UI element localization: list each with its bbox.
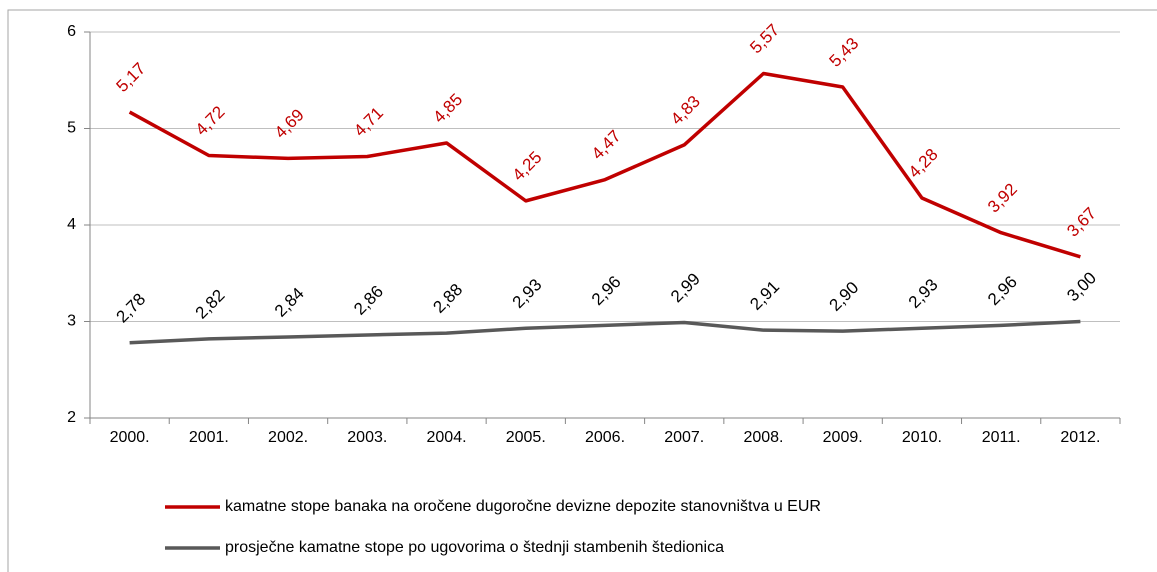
y-tick-label: 3 <box>67 313 76 330</box>
data-label: 4,83 <box>667 92 704 129</box>
x-tick-label: 2006. <box>585 429 625 446</box>
data-label: 2,84 <box>271 284 308 321</box>
x-tick-label: 2003. <box>347 429 387 446</box>
x-tick-label: 2007. <box>664 429 704 446</box>
data-label: 2,90 <box>826 278 863 315</box>
x-tick-label: 2002. <box>268 429 308 446</box>
data-label: 5,57 <box>746 20 783 57</box>
data-label: 2,91 <box>746 277 783 314</box>
legend-label: kamatne stope banaka na oročene dugoročn… <box>225 498 821 515</box>
data-label: 4,47 <box>588 127 625 164</box>
data-label: 3,92 <box>984 180 1021 217</box>
legend-label: prosječne kamatne stope po ugovorima o š… <box>225 539 724 556</box>
y-tick-label: 6 <box>67 23 76 40</box>
data-label: 2,88 <box>429 280 466 317</box>
data-label: 3,00 <box>1063 268 1100 305</box>
data-label: 4,71 <box>350 103 387 140</box>
data-label: 5,43 <box>826 34 863 71</box>
x-tick-label: 2004. <box>427 429 467 446</box>
data-label: 2,86 <box>350 282 387 319</box>
y-tick-label: 4 <box>67 216 76 233</box>
x-tick-label: 2005. <box>506 429 546 446</box>
data-label: 5,17 <box>112 59 149 96</box>
data-label: 2,82 <box>192 286 229 323</box>
frame <box>7 9 1157 572</box>
data-label: 2,78 <box>112 290 149 327</box>
data-label: 4,85 <box>429 90 466 127</box>
x-tick-label: 2008. <box>743 429 783 446</box>
data-label: 4,69 <box>271 105 308 142</box>
data-label: 4,28 <box>905 145 942 182</box>
x-tick-label: 2012. <box>1060 429 1100 446</box>
data-label: 2,93 <box>509 275 546 312</box>
data-label: 2,99 <box>667 269 704 306</box>
series-line <box>129 319 1081 345</box>
data-label: 2,93 <box>905 275 942 312</box>
data-label: 4,25 <box>509 148 546 185</box>
data-label: 2,96 <box>984 272 1021 309</box>
x-tick-label: 2011. <box>982 429 1021 446</box>
x-tick-label: 2009. <box>823 429 863 446</box>
data-label: 4,72 <box>192 102 229 139</box>
y-tick-label: 2 <box>67 409 76 426</box>
series-line <box>128 71 1081 259</box>
x-tick-label: 2001. <box>189 429 229 446</box>
x-tick-label: 2010. <box>902 429 942 446</box>
x-tick-label: 2000. <box>110 429 150 446</box>
data-label: 2,96 <box>588 272 625 309</box>
data-label: 3,67 <box>1063 204 1100 241</box>
y-tick-label: 5 <box>67 120 76 137</box>
